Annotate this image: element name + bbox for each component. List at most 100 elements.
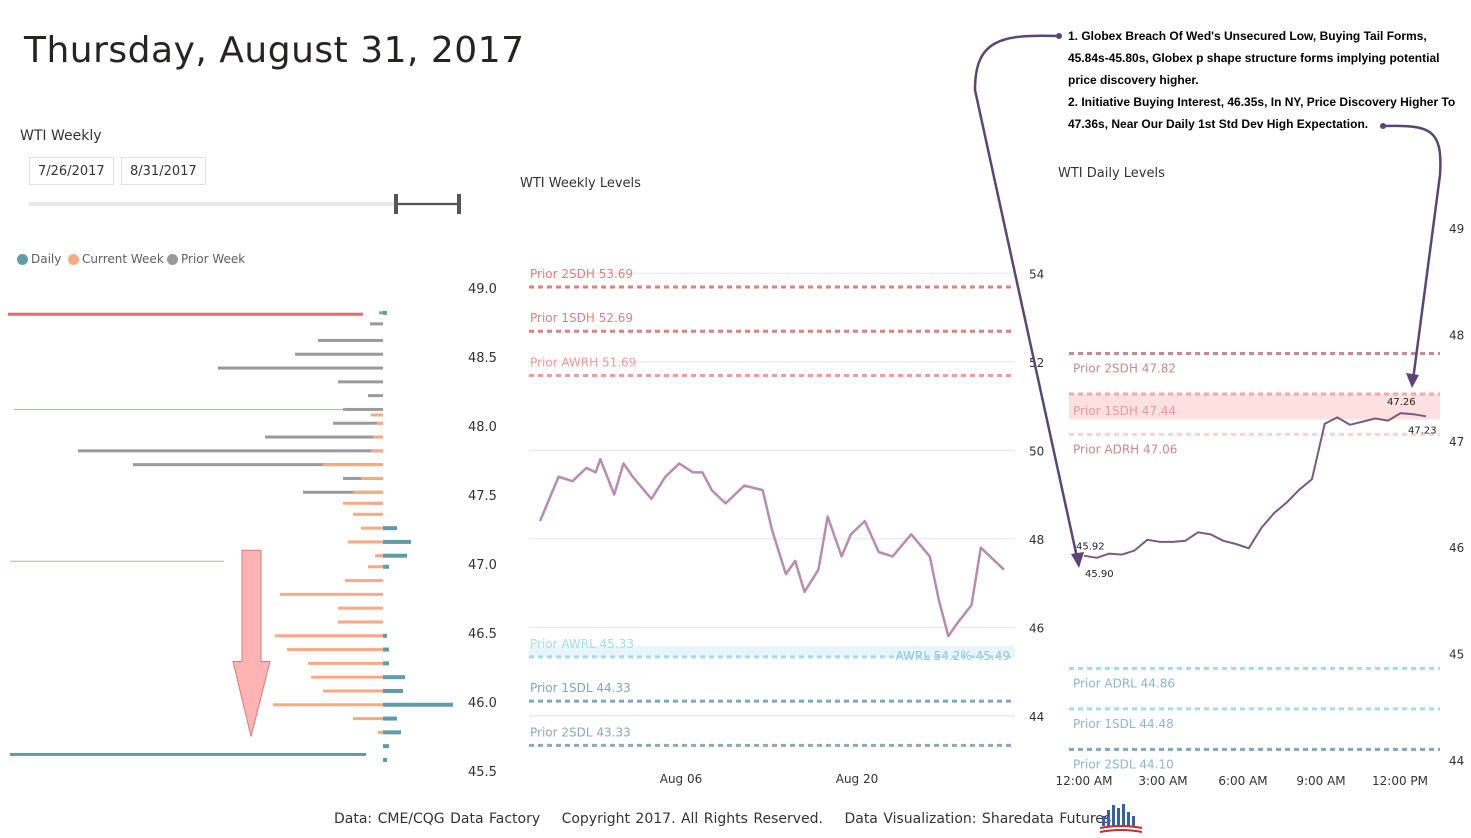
awrl-band <box>529 645 1015 657</box>
weekly-x-tick: Aug 06 <box>660 772 703 786</box>
daily-bar <box>383 661 389 666</box>
annotation-arrow-1 <box>973 34 1080 563</box>
current-week-bar <box>273 703 383 707</box>
current-week-bar <box>343 501 383 505</box>
annotation-arrows <box>973 33 1442 568</box>
weekly-level-label: Prior 1SDH 52.69 <box>530 311 633 325</box>
daily-bar <box>383 564 389 569</box>
weekly-levels-chart: 545250484644AWRL 54.2% 45.49Prior 2SDH 5… <box>529 267 1044 786</box>
profile-teal-line <box>10 752 366 756</box>
footer-copyright: Copyright 2017. All Rights Reserved. <box>561 811 823 827</box>
daily-x-tick: 9:00 AM <box>1296 774 1345 788</box>
profile-y-tick: 46.0 <box>468 696 497 711</box>
current-week-bar <box>323 463 383 467</box>
profile-y-tick: 47.0 <box>468 558 497 573</box>
end-date-input[interactable]: 8/31/2017 <box>121 157 206 185</box>
footer-data-source: Data: CME/CQG Data Factory <box>334 811 541 827</box>
daily-y-tick: 45 <box>1449 648 1464 662</box>
current-week-bar <box>377 421 383 425</box>
annotation-text: 1. Globex Breach Of Wed's Unsecured Low,… <box>1068 25 1468 135</box>
daily-level-label: Prior ADRH 47.06 <box>1073 442 1177 456</box>
current-week-bar <box>353 512 383 516</box>
current-week-bar <box>361 476 383 480</box>
daily-level-label: Prior 1SDH 47.44 <box>1073 404 1176 418</box>
daily-bar <box>383 526 397 531</box>
prior-week-bar <box>265 435 383 439</box>
profile-y-tick: 47.5 <box>468 489 497 504</box>
date-slider-track[interactable] <box>29 202 461 206</box>
legend-dot-current-week <box>68 253 79 265</box>
legend-dot-daily <box>17 253 28 265</box>
weekly-y-tick: 46 <box>1029 621 1044 635</box>
legend-item-daily[interactable]: Daily <box>17 252 61 266</box>
daily-bar <box>383 675 405 680</box>
current-week-bar <box>373 435 383 439</box>
prior-week-bar <box>343 407 383 411</box>
daily-point-label: 45.90 <box>1085 569 1114 580</box>
profile-red-line <box>8 312 363 316</box>
prior-week-bar <box>218 366 383 370</box>
weekly-level-label: Prior AWRL 45.33 <box>530 637 634 651</box>
daily-level-label: Prior 2SDL 44.10 <box>1073 757 1174 771</box>
annotation-arrow-2 <box>1382 124 1442 381</box>
slicer-title: WTI Weekly <box>20 128 102 144</box>
legend-label: Current Week <box>82 252 164 266</box>
date-slider-end-handle[interactable] <box>457 194 461 214</box>
legend-item-current-week[interactable]: Current Week <box>68 252 164 266</box>
current-week-bar <box>275 634 383 638</box>
prior-week-bar <box>318 338 383 342</box>
profile-y-tick: 49.0 <box>468 282 497 297</box>
date-slider-start-handle[interactable] <box>394 194 398 214</box>
daily-levels-title: WTI Daily Levels <box>1058 166 1165 181</box>
weekly-level-label: Prior 1SDL 44.33 <box>530 681 631 695</box>
current-week-bar <box>348 540 383 544</box>
legend-item-prior-week[interactable]: Prior Week <box>167 252 245 266</box>
profile-y-tick: 48.5 <box>468 351 497 366</box>
weekly-levels-title: WTI Weekly Levels <box>520 176 641 191</box>
start-date-input[interactable]: 7/26/2017 <box>29 157 114 185</box>
daily-point-label: 47.23 <box>1408 425 1437 436</box>
prior-week-bar <box>78 449 383 453</box>
page-title: Thursday, August 31, 2017 <box>24 30 525 71</box>
sharedata-logo <box>1099 804 1143 833</box>
current-week-bar <box>368 565 383 569</box>
weekly-price-line <box>538 457 1005 638</box>
current-week-bar <box>353 717 383 721</box>
weekly-y-tick: 44 <box>1029 710 1044 724</box>
legend-label: Daily <box>31 252 62 266</box>
daily-y-tick: 49 <box>1449 222 1464 236</box>
daily-bar <box>383 716 397 721</box>
current-week-bar <box>375 554 383 558</box>
daily-y-tick: 47 <box>1449 435 1464 449</box>
prior-week-bar <box>379 311 383 315</box>
weekly-y-tick: 50 <box>1029 444 1044 458</box>
daily-bar <box>383 553 407 558</box>
daily-levels-chart: 49 48 47 46 45 44 Prior 2SDH 47.82 Prior 1SDH 4… <box>1056 222 1465 788</box>
current-week-bar <box>345 579 383 583</box>
weekly-level-label: Prior 2SDL 43.33 <box>530 725 631 739</box>
weekly-x-tick: Aug 20 <box>836 772 879 786</box>
annotation-line-2: 2. Initiative Buying Interest, 46.35s, I… <box>1068 95 1456 131</box>
current-week-bar <box>361 526 383 530</box>
daily-bar <box>383 744 389 749</box>
daily-point-label: 47.26 <box>1387 397 1416 408</box>
profile-y-tick: 46.5 <box>468 627 497 642</box>
daily-level-label: Prior ADRL 44.86 <box>1073 676 1175 690</box>
prior-week-bar <box>133 463 383 467</box>
prior-week-bar <box>303 490 383 494</box>
prior-week-bar <box>368 394 383 398</box>
annotation-line-1: 1. Globex Breach Of Wed's Unsecured Low,… <box>1068 29 1440 87</box>
daily-bar <box>383 702 453 707</box>
current-week-bar <box>308 661 383 665</box>
current-week-bar <box>287 648 383 652</box>
current-week-bar <box>371 449 383 453</box>
daily-bar <box>383 647 389 652</box>
daily-level-label: Prior 1SDL 44.48 <box>1073 717 1174 731</box>
prior-week-bar <box>338 380 383 384</box>
current-week-bar <box>338 606 383 610</box>
profile-y-tick: 45.5 <box>468 765 497 780</box>
weekly-y-tick: 48 <box>1029 533 1044 547</box>
profile-y-tick: 48.0 <box>468 420 497 435</box>
annotation-arrowhead-1 <box>1071 552 1084 568</box>
